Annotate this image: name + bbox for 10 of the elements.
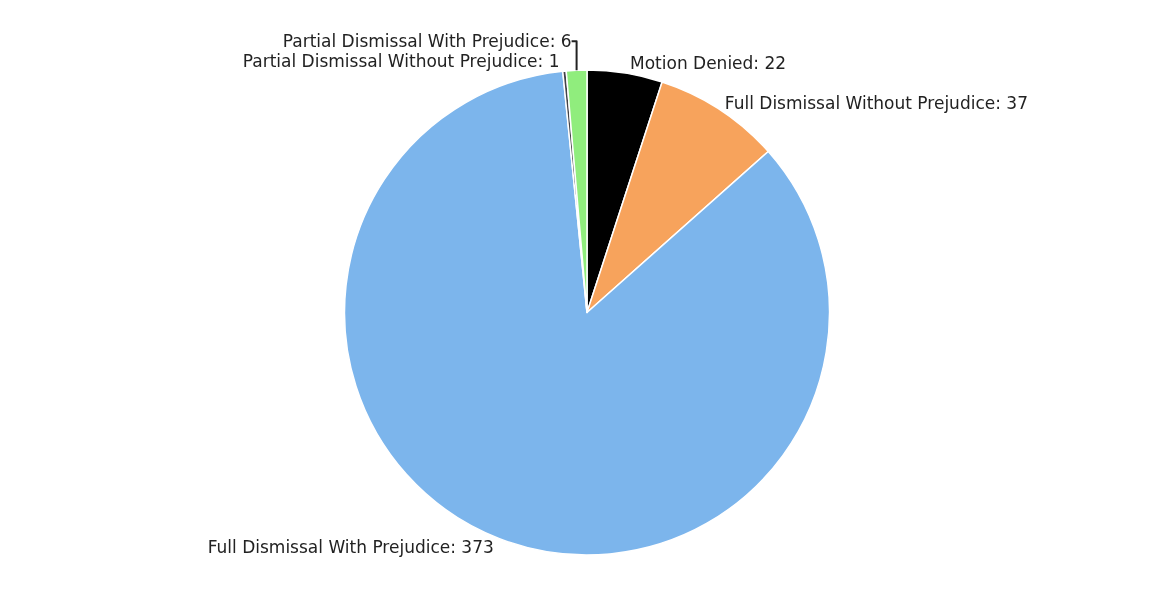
slice-label: Partial Dismissal Without Prejudice bbox=[242, 51, 538, 72]
slice-label: Full Dismissal Without Prejudice bbox=[724, 92, 996, 113]
slice-label: Motion Denied bbox=[630, 53, 754, 74]
data-label: : 373 bbox=[450, 537, 494, 558]
slice-label: Partial Dismissal With Prejudice bbox=[282, 31, 550, 52]
data-label: : 6 bbox=[549, 31, 572, 52]
data-label: : 1 bbox=[537, 51, 560, 72]
slice-label: Full Dismissal With Prejudice bbox=[207, 537, 451, 558]
data-label: : 22 bbox=[753, 53, 787, 74]
data-label: : 37 bbox=[995, 92, 1028, 113]
